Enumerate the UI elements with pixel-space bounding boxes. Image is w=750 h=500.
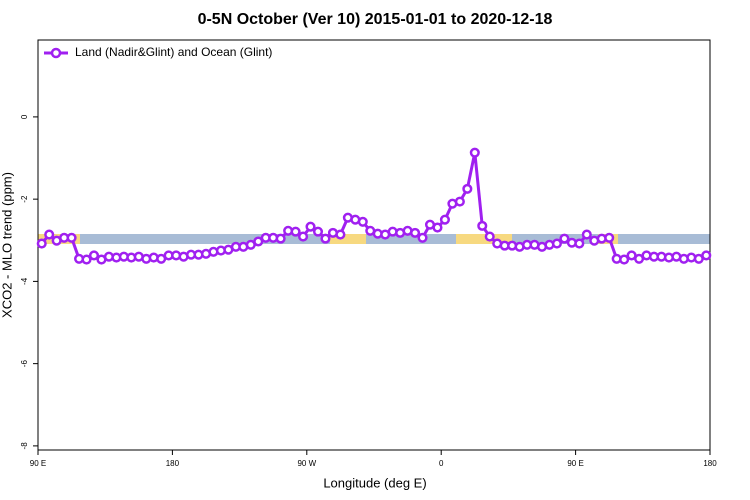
data-point: [298, 231, 309, 242]
x-tick-label: 180: [703, 459, 717, 468]
land-band: [330, 234, 366, 244]
data-point: [417, 232, 428, 243]
plot-frame: [37, 39, 711, 451]
data-point: [44, 229, 55, 240]
data-point: [469, 147, 480, 158]
x-tick-label: 0: [439, 459, 444, 468]
y-axis-label: XCO2 - MLO trend (ppm): [0, 172, 14, 318]
data-point: [551, 238, 562, 249]
data-point: [81, 254, 92, 265]
data-point: [619, 254, 630, 265]
x-axis-label: Longitude (deg E): [323, 475, 426, 490]
data-point: [312, 226, 324, 237]
data-point: [439, 214, 450, 225]
data-point: [559, 233, 570, 244]
data-point: [320, 233, 331, 244]
data-point: [253, 236, 264, 247]
data-point: [36, 238, 47, 249]
data-point: [432, 222, 443, 233]
chart-title: 0-5N October (Ver 10) 2015-01-01 to 2020…: [198, 11, 553, 28]
y-tick-label: -6: [20, 360, 29, 368]
data-point: [454, 196, 465, 207]
legend-marker: [50, 47, 62, 59]
data-point: [604, 232, 615, 243]
data-point: [290, 226, 301, 237]
x-tick-label: 90 W: [297, 459, 316, 468]
legend-label: Land (Nadir&Glint) and Ocean (Glint): [75, 45, 272, 59]
data-point: [305, 221, 316, 232]
data-point: [335, 229, 346, 240]
x-tick-label: 90 E: [567, 459, 583, 468]
data-point: [477, 220, 488, 231]
data-point: [357, 216, 368, 227]
data-point: [701, 250, 712, 261]
data-point: [275, 233, 286, 244]
land-band: [456, 234, 512, 244]
y-tick-label: -4: [20, 277, 29, 285]
data-point: [574, 238, 585, 249]
y-tick-label: -8: [20, 442, 29, 450]
data-point: [88, 250, 100, 261]
data-point: [462, 183, 473, 194]
y-tick-label: 0: [20, 114, 29, 119]
data-point: [581, 229, 592, 240]
ocean-band: [38, 234, 710, 244]
data-point: [484, 231, 495, 242]
data-point: [410, 227, 421, 238]
y-tick-label: -2: [20, 195, 29, 203]
data-point: [66, 232, 77, 243]
x-tick-label: 180: [166, 459, 180, 468]
x-tick-label: 90 E: [30, 459, 46, 468]
